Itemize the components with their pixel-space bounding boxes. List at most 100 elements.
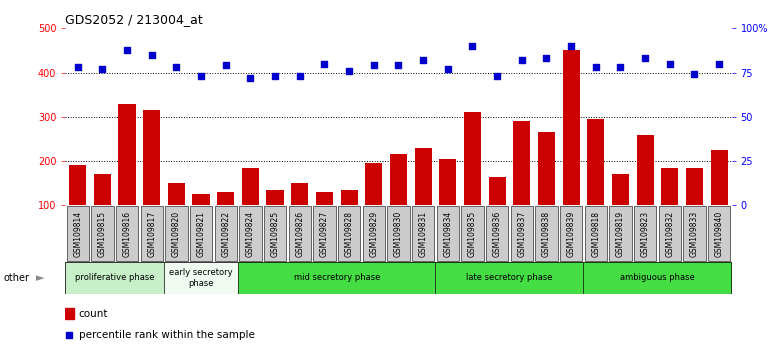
Text: GSM109815: GSM109815 bbox=[98, 211, 107, 257]
Text: GSM109814: GSM109814 bbox=[73, 211, 82, 257]
FancyBboxPatch shape bbox=[190, 206, 213, 261]
Point bbox=[121, 47, 133, 52]
FancyBboxPatch shape bbox=[215, 206, 237, 261]
Bar bbox=[488, 177, 506, 205]
Point bbox=[417, 57, 430, 63]
Point bbox=[170, 64, 182, 70]
Bar bbox=[414, 148, 432, 205]
FancyBboxPatch shape bbox=[684, 206, 705, 261]
Point bbox=[614, 64, 627, 70]
Point bbox=[244, 75, 256, 81]
Text: GSM109821: GSM109821 bbox=[196, 211, 206, 257]
Text: proliferative phase: proliferative phase bbox=[75, 273, 155, 282]
Point bbox=[516, 57, 528, 63]
Text: GSM109824: GSM109824 bbox=[246, 211, 255, 257]
Text: GSM109835: GSM109835 bbox=[468, 211, 477, 257]
Bar bbox=[637, 135, 654, 205]
Bar bbox=[563, 51, 580, 205]
FancyBboxPatch shape bbox=[461, 206, 484, 261]
Bar bbox=[69, 166, 86, 205]
FancyBboxPatch shape bbox=[363, 206, 385, 261]
Bar bbox=[365, 163, 383, 205]
FancyBboxPatch shape bbox=[511, 206, 533, 261]
FancyBboxPatch shape bbox=[65, 262, 164, 293]
Point bbox=[318, 61, 330, 67]
Text: GSM109822: GSM109822 bbox=[221, 211, 230, 257]
FancyBboxPatch shape bbox=[436, 262, 584, 293]
FancyBboxPatch shape bbox=[338, 206, 360, 261]
Bar bbox=[217, 192, 234, 205]
Bar bbox=[538, 132, 555, 205]
Point bbox=[713, 61, 725, 67]
Bar bbox=[119, 104, 136, 205]
Point bbox=[219, 63, 232, 68]
FancyBboxPatch shape bbox=[239, 206, 262, 261]
Text: GSM109839: GSM109839 bbox=[567, 211, 576, 257]
Text: GSM109826: GSM109826 bbox=[296, 211, 304, 257]
Point bbox=[367, 63, 380, 68]
FancyBboxPatch shape bbox=[164, 262, 238, 293]
FancyBboxPatch shape bbox=[289, 206, 311, 261]
Point bbox=[343, 68, 355, 74]
Text: GSM109823: GSM109823 bbox=[641, 211, 650, 257]
Text: GSM109838: GSM109838 bbox=[542, 211, 551, 257]
Point bbox=[392, 63, 405, 68]
Point bbox=[491, 73, 504, 79]
Text: GSM109830: GSM109830 bbox=[394, 211, 403, 257]
Bar bbox=[168, 183, 185, 205]
FancyBboxPatch shape bbox=[658, 206, 681, 261]
Bar bbox=[242, 168, 259, 205]
Point bbox=[195, 73, 207, 79]
Bar bbox=[143, 110, 160, 205]
Text: GSM109834: GSM109834 bbox=[444, 211, 452, 257]
Bar bbox=[513, 121, 531, 205]
Text: GSM109818: GSM109818 bbox=[591, 211, 601, 257]
FancyBboxPatch shape bbox=[560, 206, 582, 261]
Bar bbox=[291, 183, 309, 205]
FancyBboxPatch shape bbox=[387, 206, 410, 261]
Bar bbox=[192, 194, 209, 205]
Text: GSM109816: GSM109816 bbox=[122, 211, 132, 257]
Point bbox=[96, 66, 109, 72]
Text: GSM109829: GSM109829 bbox=[370, 211, 378, 257]
FancyBboxPatch shape bbox=[166, 206, 188, 261]
FancyBboxPatch shape bbox=[238, 262, 436, 293]
Text: GSM109837: GSM109837 bbox=[517, 211, 527, 257]
FancyBboxPatch shape bbox=[67, 206, 89, 261]
Point bbox=[688, 72, 701, 77]
Text: GSM109832: GSM109832 bbox=[665, 211, 675, 257]
FancyBboxPatch shape bbox=[437, 206, 459, 261]
FancyBboxPatch shape bbox=[609, 206, 631, 261]
Bar bbox=[390, 154, 407, 205]
FancyBboxPatch shape bbox=[92, 206, 113, 261]
Point bbox=[639, 56, 651, 61]
Text: mid secretory phase: mid secretory phase bbox=[293, 273, 380, 282]
Bar bbox=[686, 168, 703, 205]
Point bbox=[269, 73, 281, 79]
Point bbox=[146, 52, 158, 58]
Point bbox=[63, 333, 75, 338]
Bar bbox=[316, 192, 333, 205]
Text: GSM109840: GSM109840 bbox=[715, 211, 724, 257]
Bar bbox=[661, 168, 678, 205]
Point bbox=[72, 64, 84, 70]
Point bbox=[293, 73, 306, 79]
Point bbox=[541, 56, 553, 61]
Text: late secretory phase: late secretory phase bbox=[466, 273, 553, 282]
Point bbox=[664, 61, 676, 67]
Point bbox=[442, 66, 454, 72]
Bar bbox=[65, 308, 74, 319]
FancyBboxPatch shape bbox=[584, 262, 731, 293]
Bar bbox=[340, 190, 358, 205]
FancyBboxPatch shape bbox=[634, 206, 656, 261]
Text: GSM109817: GSM109817 bbox=[147, 211, 156, 257]
Point bbox=[467, 43, 479, 49]
FancyBboxPatch shape bbox=[412, 206, 434, 261]
FancyBboxPatch shape bbox=[535, 206, 557, 261]
Point bbox=[590, 64, 602, 70]
Text: ►: ► bbox=[35, 273, 45, 283]
Text: other: other bbox=[4, 273, 30, 283]
Text: GSM109827: GSM109827 bbox=[320, 211, 329, 257]
Bar bbox=[464, 113, 481, 205]
FancyBboxPatch shape bbox=[313, 206, 336, 261]
